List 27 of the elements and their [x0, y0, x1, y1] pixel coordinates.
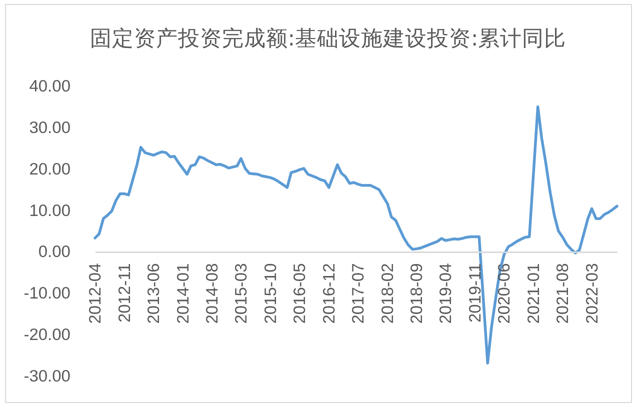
- x-tick-label: 2017-07: [349, 263, 368, 324]
- x-tick-label: 2022-03: [583, 263, 602, 324]
- x-tick-label: 2021-08: [554, 263, 572, 324]
- x-tick-label: 2020-06: [496, 263, 514, 324]
- x-tick-label: 2012-04: [86, 263, 104, 324]
- x-tick-label: 2015-10: [262, 263, 280, 324]
- y-tick-label: -10.00: [24, 284, 70, 303]
- x-tick-label: 2015-03: [232, 263, 250, 324]
- x-tick-label: 2018-02: [378, 263, 397, 324]
- x-tick-label: 2013-06: [144, 263, 163, 324]
- x-tick-label: 2018-09: [408, 263, 426, 324]
- y-tick-label: 10.00: [29, 202, 70, 220]
- x-tick-label: 2014-08: [203, 263, 222, 324]
- x-tick-label: 2016-05: [291, 263, 310, 324]
- y-tick-label: 40.00: [29, 78, 70, 96]
- y-tick-label: -30.00: [24, 368, 70, 386]
- y-tick-label: 0.00: [38, 243, 70, 262]
- x-tick-label: 2016-12: [320, 263, 338, 324]
- y-tick-label: 20.00: [29, 160, 70, 178]
- y-tick-label: -20.00: [24, 326, 70, 344]
- x-tick-label: 2019-04: [437, 263, 456, 324]
- y-tick-label: 30.00: [29, 118, 70, 137]
- x-tick-label: 2021-01: [525, 263, 544, 324]
- x-tick-label: 2012-11: [116, 263, 134, 323]
- chart-title: 固定资产投资完成额:基础设施建设投资:累计同比: [90, 26, 566, 52]
- x-tick-label: 2019-11: [466, 263, 485, 323]
- x-tick-label: 2014-01: [174, 263, 192, 324]
